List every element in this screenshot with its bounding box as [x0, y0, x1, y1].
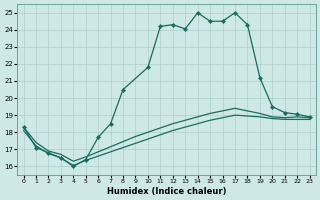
- X-axis label: Humidex (Indice chaleur): Humidex (Indice chaleur): [107, 187, 226, 196]
